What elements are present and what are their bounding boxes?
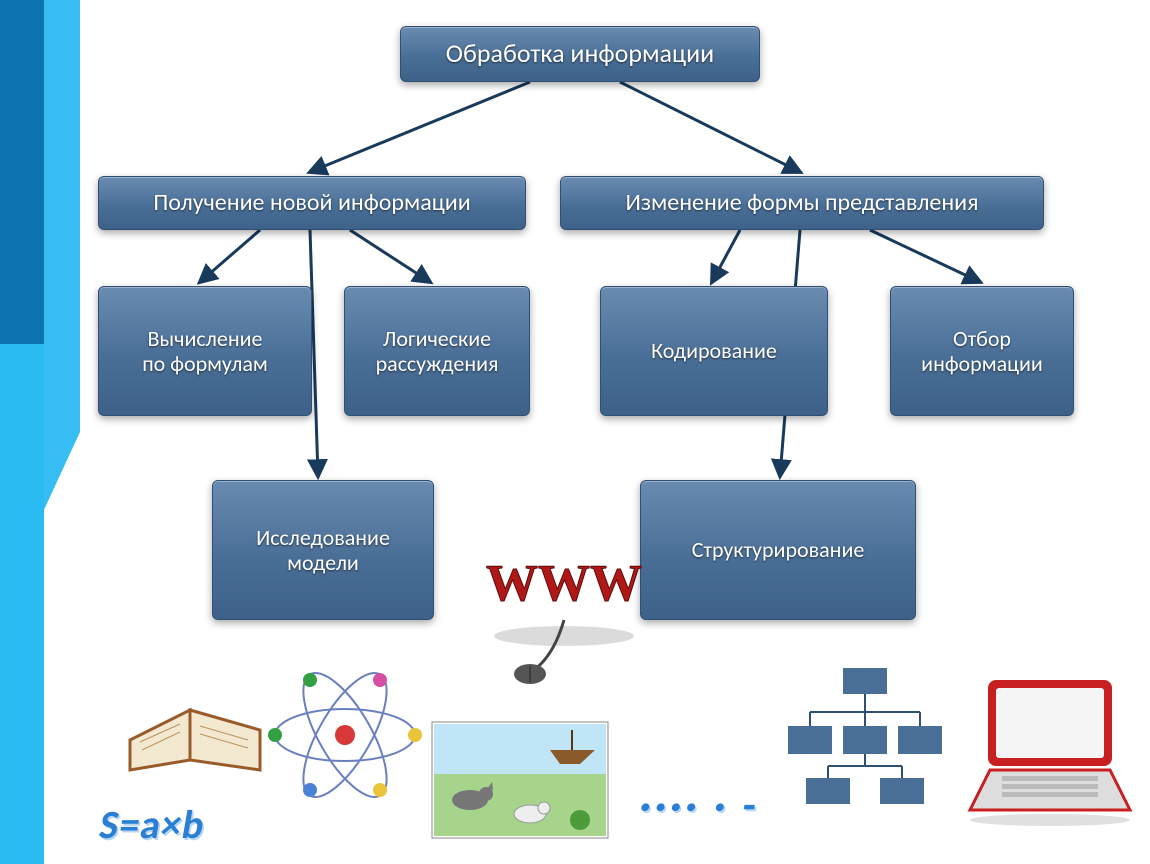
node-label: Логическиерассуждения — [376, 326, 499, 377]
node-label: Структурирование — [692, 537, 865, 562]
edge-right-r1 — [712, 230, 740, 282]
book-icon — [120, 670, 270, 780]
atom-icon — [260, 660, 430, 810]
node-label: Исследованиемодели — [256, 525, 390, 576]
morse-text: ···· · - — [636, 780, 765, 831]
node-left: Получение новой информации — [98, 176, 526, 230]
laptop-icon — [960, 670, 1140, 830]
node-l3: Исследованиемодели — [212, 480, 434, 620]
formula-text: S=a×b — [96, 800, 210, 849]
node-root: Обработка информации — [400, 26, 760, 82]
edge-left-l1 — [200, 230, 260, 282]
edge-root-right — [620, 82, 800, 172]
node-label: Кодирование — [651, 338, 777, 363]
diagram-canvas: Обработка информации Получение новой инф… — [0, 0, 1150, 864]
node-r1: Кодирование — [600, 286, 828, 416]
sidebar-stripe-light-bottom — [0, 344, 44, 864]
scene-icon — [430, 720, 610, 840]
edge-left-l2 — [350, 230, 430, 282]
node-l1: Вычислениепо формулам — [98, 286, 312, 416]
node-label: Получение новой информации — [153, 189, 470, 217]
node-right: Изменение формы представления — [560, 176, 1044, 230]
node-label: Изменение формы представления — [625, 189, 978, 217]
www-text: WWW — [486, 555, 642, 612]
node-label: Отборинформации — [921, 326, 1043, 377]
edge-root-left — [310, 82, 530, 172]
node-label: Вычислениепо формулам — [142, 326, 268, 377]
orgchart-icon — [780, 660, 950, 810]
node-r3: Структурирование — [640, 480, 916, 620]
node-label: Обработка информации — [446, 39, 714, 69]
node-l2: Логическиерассуждения — [344, 286, 530, 416]
morse-icon: ···· · - — [640, 780, 760, 831]
node-r2: Отборинформации — [890, 286, 1074, 416]
edge-right-r2 — [870, 230, 980, 282]
www-icon: WWW — [464, 540, 664, 690]
